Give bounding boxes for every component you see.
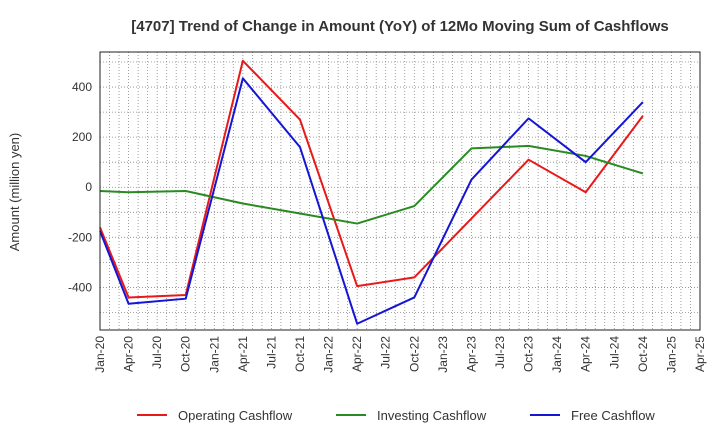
- x-tick-label: Jul-21: [264, 336, 278, 369]
- x-tick-label: Jan-20: [93, 336, 107, 373]
- series-line-operating-cashflow: [99, 59, 644, 299]
- chart-title: [4707] Trend of Change in Amount (YoY) o…: [131, 18, 669, 35]
- x-tick-label: Apr-25: [693, 336, 707, 372]
- x-tick-label: Jan-25: [664, 336, 678, 373]
- x-tick-label: Jan-24: [550, 336, 564, 373]
- series-line-investing-cashflow: [99, 144, 644, 225]
- x-tick-label: Apr-23: [464, 336, 478, 372]
- y-tick-label: -200: [68, 230, 92, 244]
- x-tick-label: Apr-20: [122, 336, 136, 372]
- x-tick-label: Jul-20: [150, 336, 164, 369]
- axis-ticks: -400 -200 0 200 400 Jan-20 Apr-20 Jul-20 Oct-20 J…: [68, 80, 707, 373]
- x-tick-label: Oct-22: [407, 336, 421, 372]
- x-tick-label: Oct-23: [522, 336, 536, 372]
- x-tick-label: Jul-23: [493, 336, 507, 369]
- y-tick-label: 0: [85, 180, 92, 194]
- x-tick-label: Oct-21: [293, 336, 307, 372]
- plot-frame: [99, 51, 701, 331]
- legend-label: Operating Cashflow: [178, 408, 293, 423]
- x-tick-label: Oct-20: [179, 336, 193, 372]
- x-tick-label: Jan-22: [322, 336, 336, 373]
- y-axis-label: Amount (million yen): [7, 133, 22, 252]
- y-tick-label: 400: [72, 80, 92, 94]
- x-tick-label: Apr-22: [350, 336, 364, 372]
- x-tick-label: Apr-21: [236, 336, 250, 372]
- y-tick-label: -400: [68, 280, 92, 294]
- legend: Operating Cashflow Investing Cashflow Free…: [137, 408, 655, 423]
- x-tick-label: Oct-24: [636, 336, 650, 372]
- grid: [100, 52, 700, 330]
- y-tick-label: 200: [72, 130, 92, 144]
- x-tick-label: Jul-22: [379, 336, 393, 369]
- x-tick-label: Jan-23: [436, 336, 450, 373]
- series-line-free-cashflow: [99, 77, 644, 325]
- legend-label: Investing Cashflow: [377, 408, 487, 423]
- legend-label: Free Cashflow: [571, 408, 655, 423]
- series-lines: [99, 59, 644, 325]
- x-tick-label: Jul-24: [607, 336, 621, 369]
- x-tick-label: Jan-21: [207, 336, 221, 373]
- x-tick-label: Apr-24: [579, 336, 593, 372]
